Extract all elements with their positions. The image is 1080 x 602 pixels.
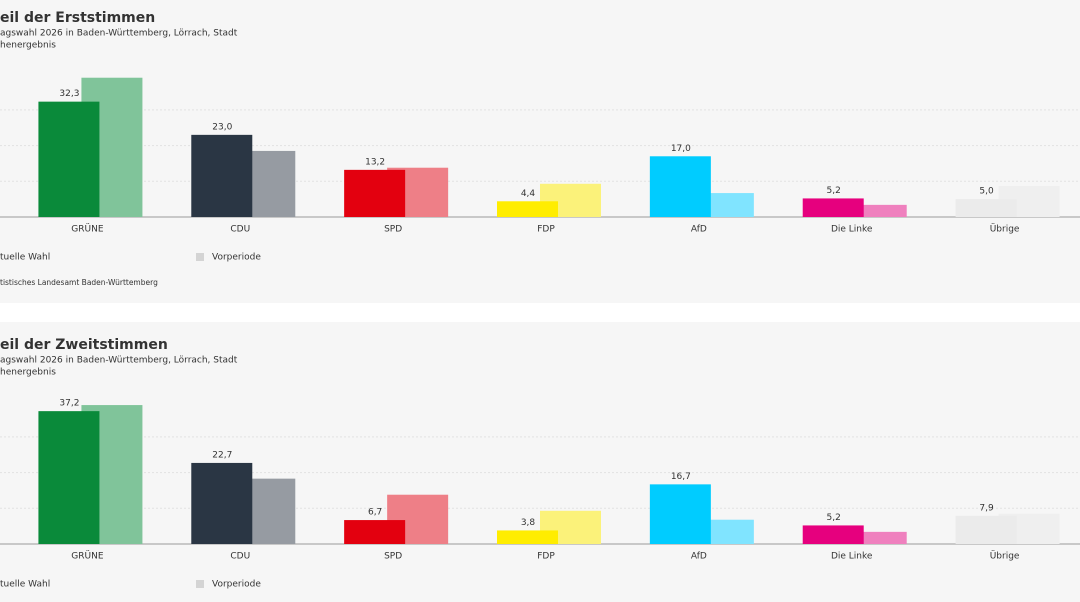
value-label: 7,9 [979,503,994,513]
value-label: 23,0 [212,122,232,132]
chart-title: eil der Zweitstimmen [0,337,168,353]
bar [955,199,1017,217]
x-tick-label: AfD [691,552,707,562]
bar [497,201,558,217]
value-label: 5,0 [979,187,994,197]
note: henergebnis [0,368,56,378]
subtitle: agswahl 2026 in Baden-Württemberg, Lörra… [0,29,238,39]
chart-title: eil der Erststimmen [0,10,155,26]
value-label: 4,4 [521,189,536,199]
legend-label: tuelle Wahl [0,580,50,590]
value-label: 5,2 [827,186,841,196]
bar [802,525,864,544]
value-label: 17,0 [671,144,691,154]
x-tick-label: GRÜNE [71,551,104,562]
value-label: 16,7 [671,472,691,482]
bar [191,134,253,217]
bar [38,101,100,217]
x-tick-label: SPD [384,225,402,235]
bar [955,515,1017,544]
x-tick-label: FDP [537,225,555,235]
legend-label: tuelle Wahl [0,253,50,263]
value-label: 13,2 [365,157,385,167]
x-tick-label: GRÜNE [71,224,104,235]
x-tick-label: AfD [691,225,707,235]
legend-label: Vorperiode [212,580,261,590]
legend-swatch [196,253,204,261]
subtitle: agswahl 2026 in Baden-Württemberg, Lörra… [0,356,238,366]
x-tick-label: Übrige [990,551,1020,562]
legend-label: Vorperiode [212,253,261,263]
bar [497,530,558,544]
panel [0,322,1080,602]
x-tick-label: CDU [230,552,250,562]
value-label: 37,2 [59,399,79,409]
legend-swatch [196,580,204,588]
value-label: 22,7 [212,450,232,460]
bar [649,156,711,217]
bar [38,411,100,544]
x-tick-label: CDU [230,225,250,235]
source: tistisches Landesamt Baden-Württemberg [0,278,158,287]
bar [344,169,406,217]
x-tick-label: Die Linke [831,225,873,235]
bar [802,198,864,217]
bar [344,520,406,544]
panel [0,0,1080,303]
value-label: 5,2 [827,513,841,523]
bar [191,462,253,544]
value-label: 32,3 [59,89,79,99]
note: henergebnis [0,41,56,51]
value-label: 3,8 [521,518,536,528]
x-tick-label: Übrige [990,224,1020,235]
bar [649,484,711,544]
x-tick-label: Die Linke [831,552,873,562]
x-tick-label: FDP [537,552,555,562]
x-tick-label: SPD [384,552,402,562]
value-label: 6,7 [368,508,382,518]
